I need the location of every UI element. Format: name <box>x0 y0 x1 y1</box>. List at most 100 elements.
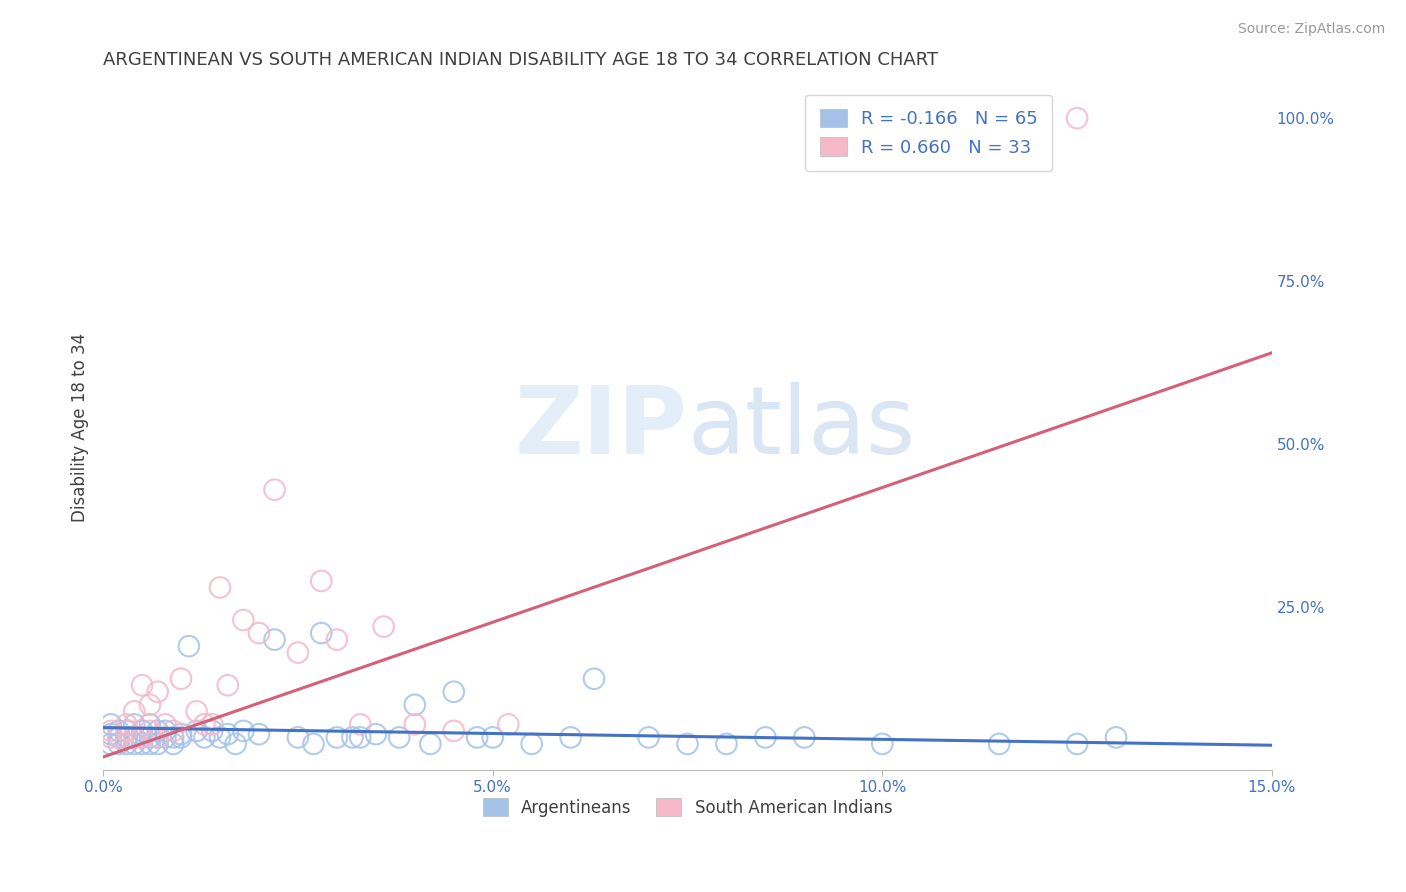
Point <box>193 717 215 731</box>
Point <box>311 626 333 640</box>
Point <box>100 717 122 731</box>
Y-axis label: Disability Age 18 to 34: Disability Age 18 to 34 <box>72 334 89 523</box>
Point <box>193 731 215 745</box>
Point <box>754 731 776 745</box>
Point <box>404 698 426 712</box>
Point <box>115 737 138 751</box>
Point <box>287 646 309 660</box>
Point <box>793 731 815 745</box>
Point <box>139 737 162 751</box>
Legend: Argentineans, South American Indians: Argentineans, South American Indians <box>477 792 898 823</box>
Point <box>232 723 254 738</box>
Point <box>404 717 426 731</box>
Point <box>155 717 177 731</box>
Point <box>186 723 208 738</box>
Point <box>349 731 371 745</box>
Point <box>155 731 177 745</box>
Point <box>100 727 122 741</box>
Point <box>263 483 285 497</box>
Point <box>217 678 239 692</box>
Point <box>124 731 146 745</box>
Point <box>146 723 169 738</box>
Point <box>162 723 184 738</box>
Point <box>247 727 270 741</box>
Point <box>162 737 184 751</box>
Point <box>131 737 153 751</box>
Point <box>419 737 441 751</box>
Point <box>100 723 122 738</box>
Point <box>115 731 138 745</box>
Point <box>582 672 605 686</box>
Point <box>872 737 894 751</box>
Point <box>465 731 488 745</box>
Point <box>225 737 247 751</box>
Point <box>146 737 169 751</box>
Point <box>311 574 333 588</box>
Point <box>124 704 146 718</box>
Point <box>1105 731 1128 745</box>
Point <box>170 731 193 745</box>
Point <box>107 731 129 745</box>
Point <box>498 717 520 731</box>
Point <box>342 731 364 745</box>
Point <box>177 639 200 653</box>
Point <box>349 717 371 731</box>
Point <box>302 737 325 751</box>
Point <box>139 723 162 738</box>
Point <box>637 731 659 745</box>
Point <box>170 727 193 741</box>
Point <box>107 731 129 745</box>
Point <box>115 717 138 731</box>
Point <box>124 731 146 745</box>
Point <box>443 723 465 738</box>
Point <box>131 678 153 692</box>
Point <box>443 685 465 699</box>
Point <box>388 731 411 745</box>
Point <box>139 698 162 712</box>
Point <box>186 704 208 718</box>
Point <box>107 723 129 738</box>
Point <box>115 731 138 745</box>
Point <box>124 731 146 745</box>
Point <box>139 731 162 745</box>
Point <box>131 731 153 745</box>
Point <box>115 723 138 738</box>
Point <box>155 723 177 738</box>
Point <box>287 731 309 745</box>
Point <box>201 717 224 731</box>
Text: Source: ZipAtlas.com: Source: ZipAtlas.com <box>1237 22 1385 37</box>
Point <box>100 731 122 745</box>
Point <box>232 613 254 627</box>
Text: ARGENTINEAN VS SOUTH AMERICAN INDIAN DISABILITY AGE 18 TO 34 CORRELATION CHART: ARGENTINEAN VS SOUTH AMERICAN INDIAN DIS… <box>103 51 938 69</box>
Point <box>107 737 129 751</box>
Point <box>263 632 285 647</box>
Point <box>716 737 738 751</box>
Point <box>988 737 1011 751</box>
Point <box>1066 737 1088 751</box>
Point <box>364 727 387 741</box>
Point <box>131 723 153 738</box>
Point <box>131 731 153 745</box>
Point <box>481 731 503 745</box>
Point <box>100 737 122 751</box>
Point <box>162 731 184 745</box>
Point <box>201 723 224 738</box>
Point <box>115 723 138 738</box>
Point <box>520 737 543 751</box>
Point <box>146 731 169 745</box>
Point <box>676 737 699 751</box>
Point <box>170 672 193 686</box>
Point <box>146 731 169 745</box>
Point <box>326 731 349 745</box>
Point <box>124 717 146 731</box>
Text: atlas: atlas <box>688 382 915 474</box>
Point <box>373 619 395 633</box>
Point <box>560 731 582 745</box>
Point <box>124 737 146 751</box>
Text: ZIP: ZIP <box>515 382 688 474</box>
Point <box>1066 111 1088 125</box>
Point <box>208 581 231 595</box>
Point <box>217 727 239 741</box>
Point <box>247 626 270 640</box>
Point <box>326 632 349 647</box>
